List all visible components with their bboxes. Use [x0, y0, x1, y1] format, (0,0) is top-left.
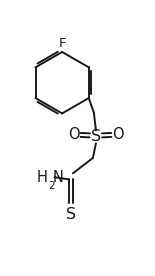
Text: 2: 2 [48, 181, 54, 190]
Text: N: N [52, 170, 63, 185]
Text: S: S [91, 129, 101, 144]
Text: S: S [66, 207, 76, 222]
Text: F: F [58, 37, 66, 50]
Text: O: O [112, 128, 123, 142]
Text: H: H [37, 170, 48, 185]
Text: O: O [69, 128, 80, 142]
